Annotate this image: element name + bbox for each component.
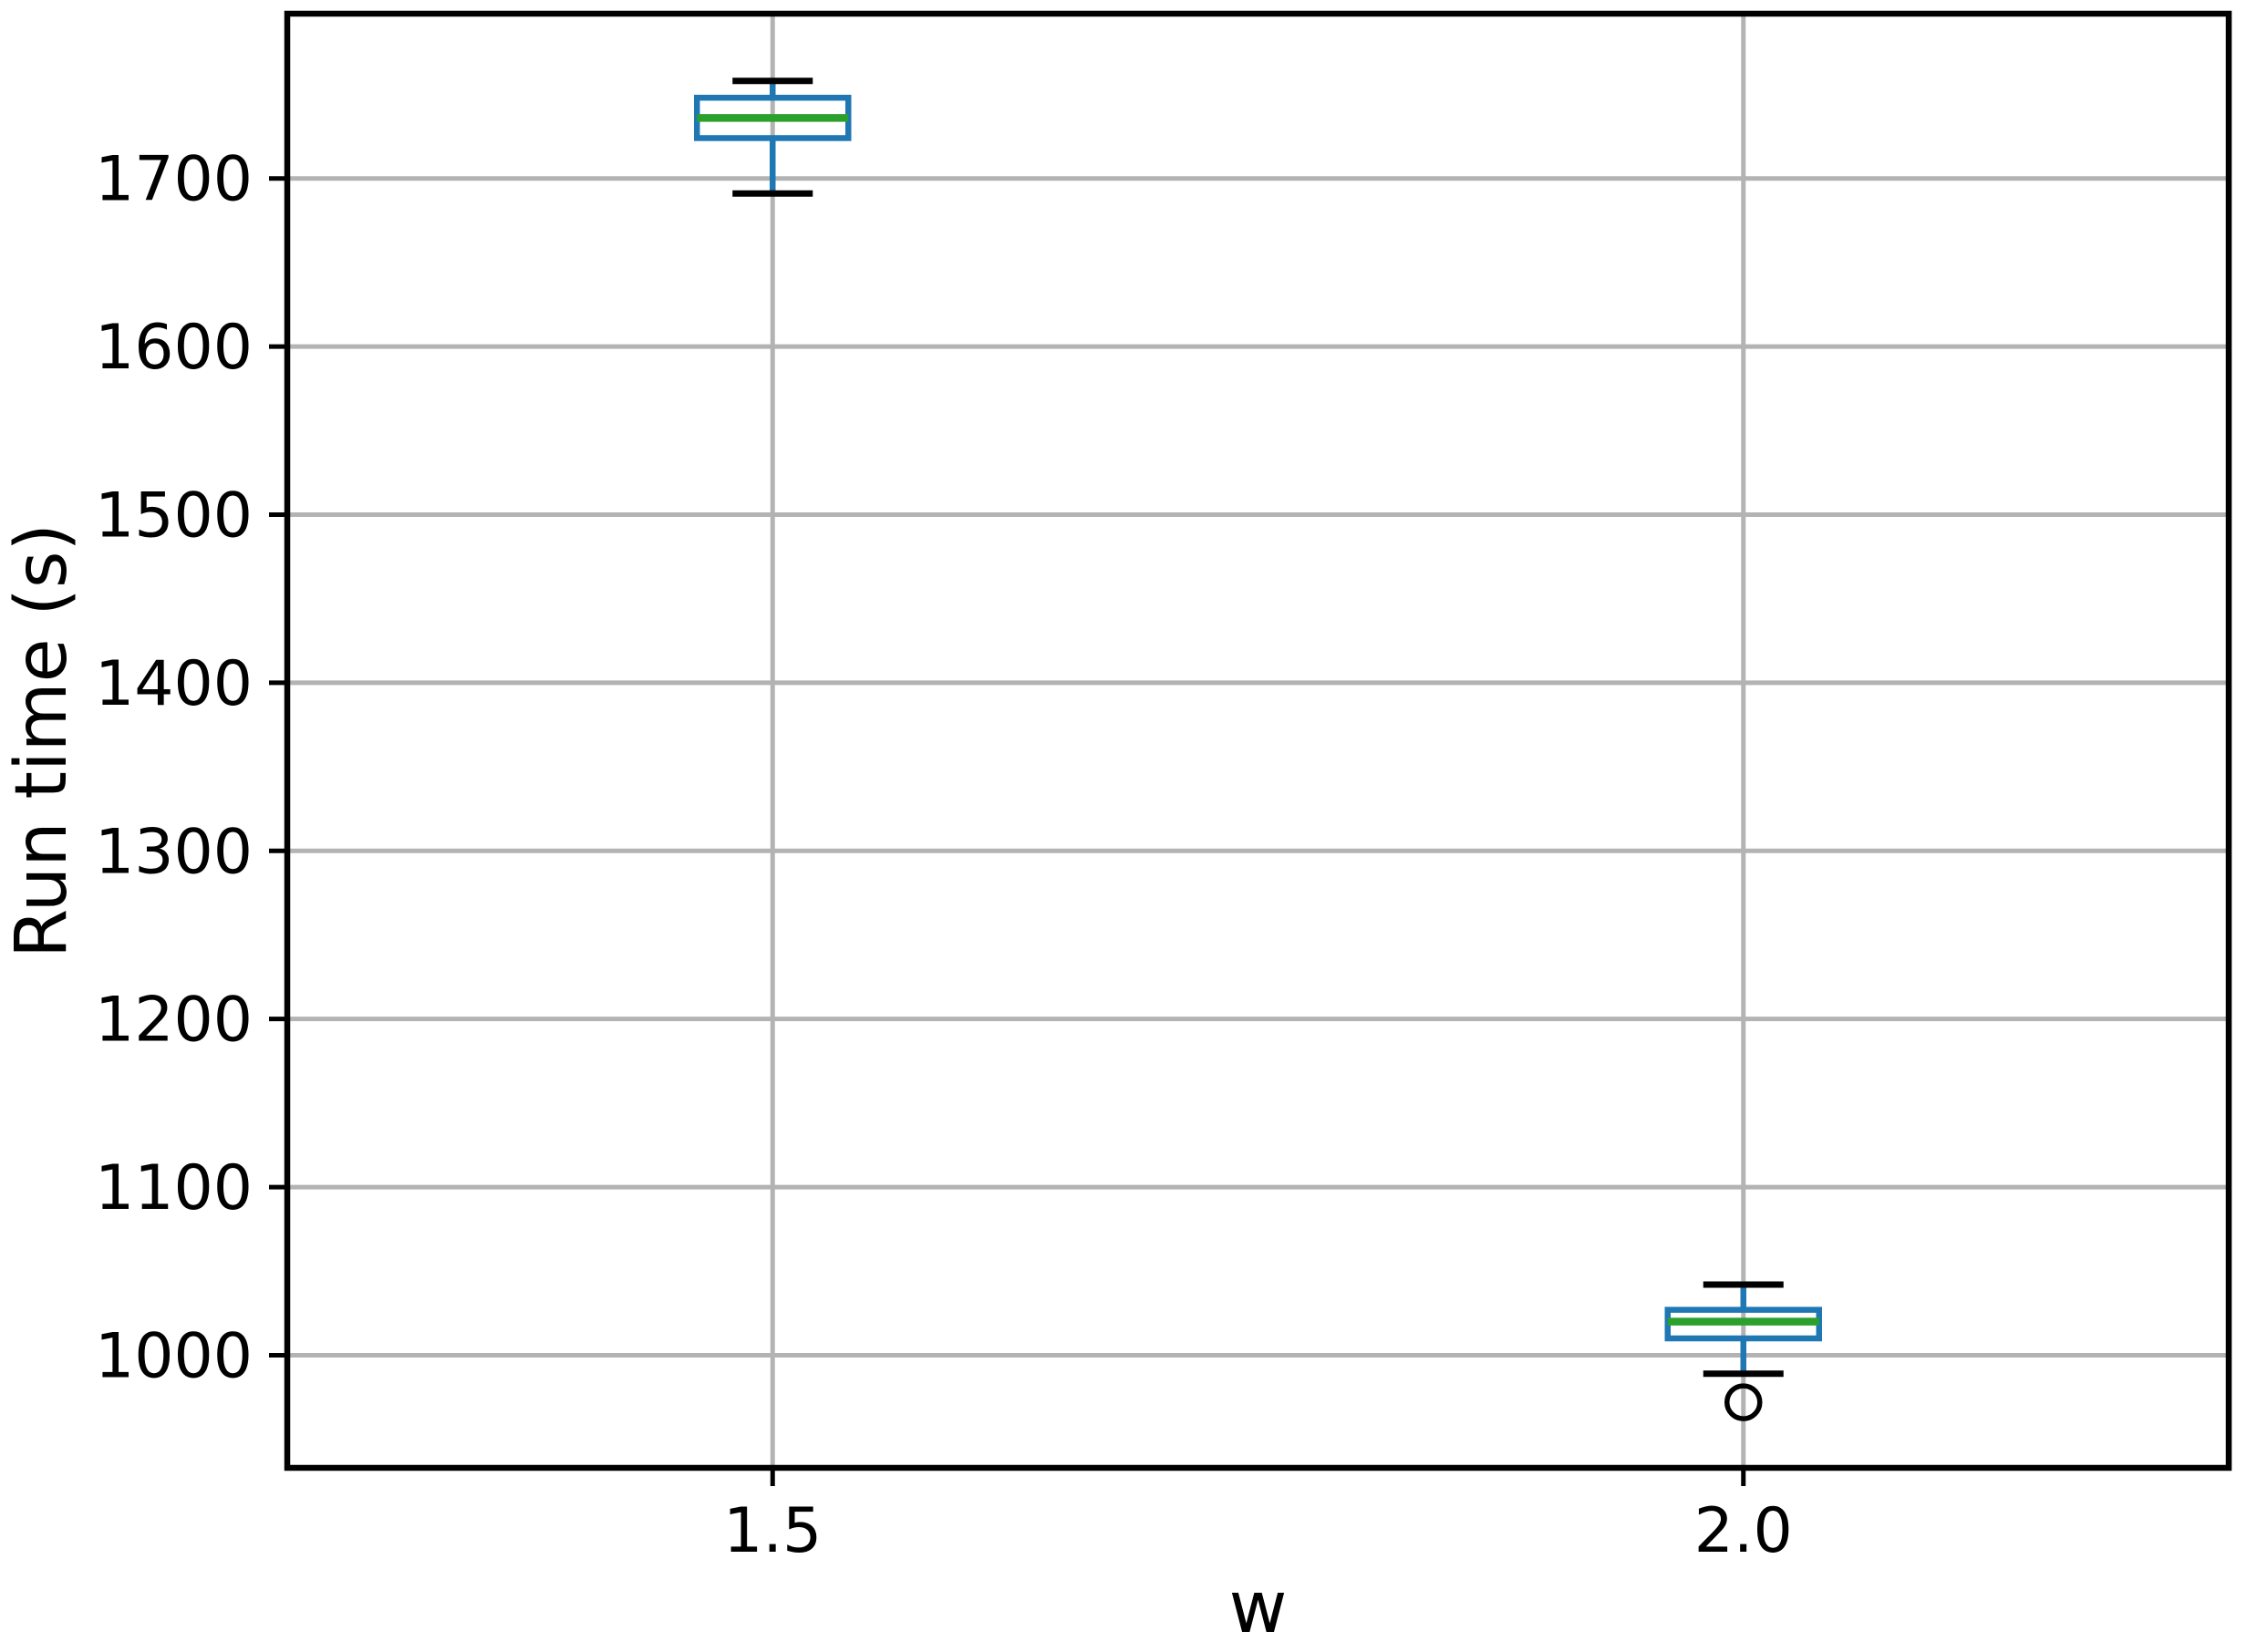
y-tick-label: 1000 — [95, 1320, 253, 1392]
box-group — [1664, 1281, 1822, 1421]
x-tick-label: 1.5 — [723, 1495, 822, 1567]
x-axis-label: w — [1229, 1567, 1288, 1648]
y-tick-label: 1200 — [95, 985, 253, 1057]
box-group — [694, 77, 852, 197]
y-tick-label: 1400 — [95, 648, 253, 720]
axes-frame — [284, 10, 2232, 1471]
y-tick-label: 1300 — [95, 816, 253, 888]
outlier-point — [1724, 1383, 1763, 1421]
y-axis-label: Run time (s) — [1, 523, 83, 958]
y-tick-label: 1100 — [95, 1152, 253, 1224]
x-tick-label: 2.0 — [1694, 1495, 1793, 1567]
y-tick-label: 1600 — [95, 312, 253, 384]
y-tick-label: 1500 — [95, 480, 253, 552]
y-tick-label: 1700 — [95, 144, 253, 216]
